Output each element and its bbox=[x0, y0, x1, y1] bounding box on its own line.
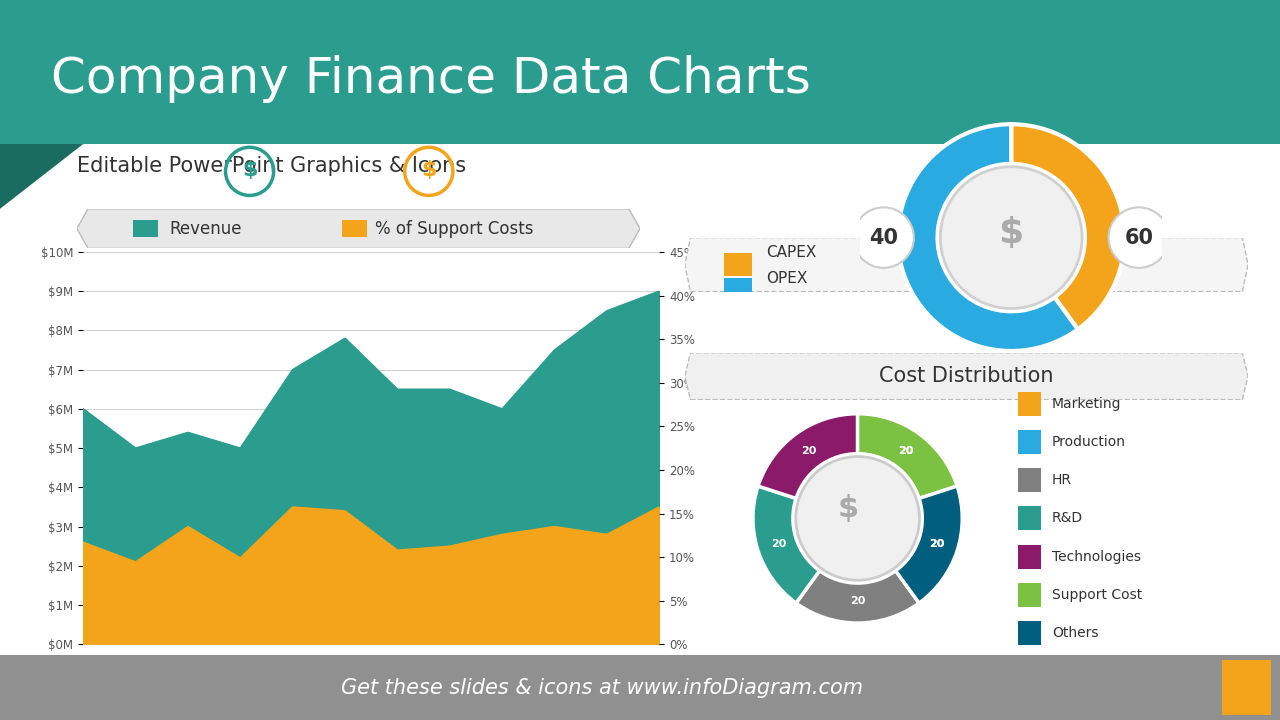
Text: Others: Others bbox=[1052, 626, 1098, 640]
Polygon shape bbox=[0, 144, 83, 209]
Polygon shape bbox=[685, 238, 1248, 292]
Text: $: $ bbox=[837, 495, 859, 523]
Text: $: $ bbox=[998, 216, 1024, 250]
Text: 20: 20 bbox=[801, 446, 817, 456]
Text: 20: 20 bbox=[928, 539, 945, 549]
Text: 40: 40 bbox=[869, 228, 899, 248]
Circle shape bbox=[796, 456, 919, 580]
Bar bbox=[1222, 660, 1271, 715]
Wedge shape bbox=[858, 414, 957, 498]
Polygon shape bbox=[685, 353, 1248, 400]
Text: OPEX: OPEX bbox=[767, 271, 808, 286]
Text: $: $ bbox=[242, 160, 257, 180]
Bar bbox=[724, 253, 753, 276]
Wedge shape bbox=[897, 124, 1078, 351]
Text: HR: HR bbox=[1052, 473, 1071, 487]
Bar bbox=[133, 220, 159, 238]
Text: Technologies: Technologies bbox=[1052, 549, 1140, 564]
Wedge shape bbox=[896, 486, 963, 603]
Circle shape bbox=[854, 207, 914, 268]
Bar bbox=[1018, 468, 1042, 492]
Text: 20: 20 bbox=[899, 446, 914, 456]
Bar bbox=[1018, 582, 1042, 607]
Text: $: $ bbox=[421, 160, 436, 180]
Bar bbox=[1018, 621, 1042, 645]
Wedge shape bbox=[1011, 124, 1125, 329]
Wedge shape bbox=[758, 414, 858, 498]
Text: 20: 20 bbox=[928, 539, 945, 549]
Text: 20: 20 bbox=[899, 446, 914, 456]
Text: R&D: R&D bbox=[1052, 511, 1083, 526]
Bar bbox=[1018, 506, 1042, 531]
Bar bbox=[342, 220, 367, 238]
Text: % of Support Costs: % of Support Costs bbox=[375, 220, 534, 238]
Text: Marketing: Marketing bbox=[1052, 397, 1121, 411]
Text: 20: 20 bbox=[850, 596, 865, 606]
Wedge shape bbox=[753, 486, 819, 603]
Text: 60: 60 bbox=[1124, 228, 1153, 248]
Text: Get these slides & icons at www.infoDiagram.com: Get these slides & icons at www.infoDiag… bbox=[340, 678, 863, 698]
Wedge shape bbox=[796, 571, 919, 623]
Circle shape bbox=[1108, 207, 1169, 268]
Text: Support Cost: Support Cost bbox=[1052, 588, 1142, 602]
Polygon shape bbox=[77, 209, 640, 248]
Bar bbox=[1018, 430, 1042, 454]
Text: 20: 20 bbox=[771, 539, 787, 549]
Text: Company Finance Data Charts: Company Finance Data Charts bbox=[51, 55, 812, 103]
Circle shape bbox=[941, 167, 1082, 308]
Bar bbox=[724, 278, 753, 302]
Text: Editable PowerPoint Graphics & Icons: Editable PowerPoint Graphics & Icons bbox=[77, 156, 466, 176]
Text: CAPEX: CAPEX bbox=[767, 246, 817, 260]
Wedge shape bbox=[858, 414, 957, 498]
Bar bbox=[1018, 392, 1042, 416]
Text: Production: Production bbox=[1052, 435, 1126, 449]
Text: Cost Distribution: Cost Distribution bbox=[879, 366, 1053, 386]
Bar bbox=[1018, 544, 1042, 569]
Text: Revenue: Revenue bbox=[170, 220, 242, 238]
Wedge shape bbox=[896, 486, 963, 603]
